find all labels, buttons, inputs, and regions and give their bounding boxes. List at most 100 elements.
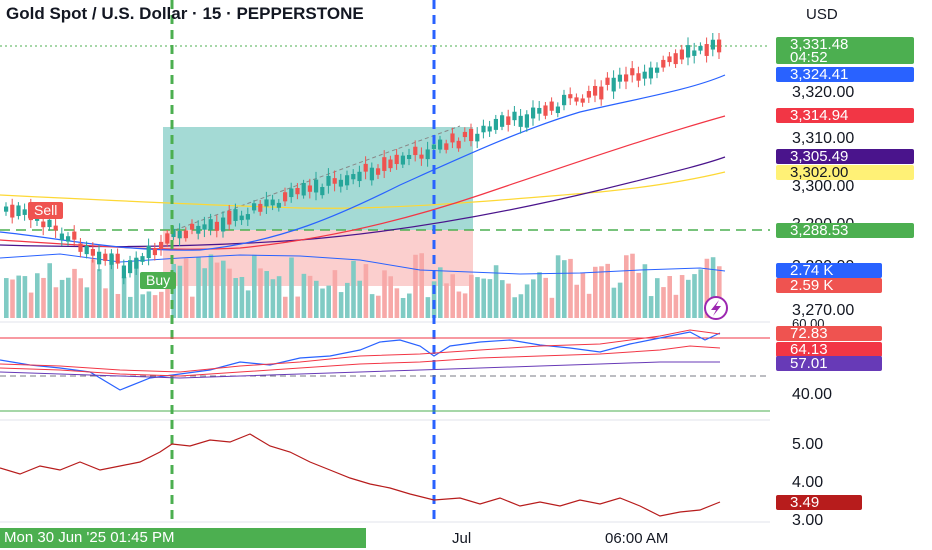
candle-body [717, 39, 722, 53]
candle-body [431, 144, 436, 150]
candle-body [549, 101, 554, 111]
candle-body [394, 154, 399, 165]
candle-body [202, 224, 207, 230]
volume-bar [369, 294, 375, 318]
volume-bar [636, 272, 641, 318]
volume-bar [562, 260, 567, 318]
candle-body [295, 187, 300, 195]
candle-body [562, 94, 567, 106]
volume-bar [28, 292, 34, 318]
candle-body [326, 175, 331, 186]
symbol-title[interactable]: Gold Spot / U.S. Dollar · 15 · PEPPERSTO… [6, 4, 364, 23]
volume-bar [276, 276, 282, 318]
candle-body [710, 39, 715, 50]
volume-bar [425, 297, 431, 318]
volume-bar [307, 275, 313, 318]
volume-bar [388, 276, 393, 318]
volume-bar [599, 266, 604, 318]
volume-bar [90, 259, 96, 318]
candle-body [121, 265, 126, 279]
volume-bar [146, 291, 152, 318]
currency-label[interactable]: USD [806, 6, 838, 23]
candle-body [264, 199, 269, 207]
sell-marker[interactable]: Sell [28, 202, 64, 219]
volume-bar [4, 278, 9, 318]
volume-bar [72, 268, 77, 318]
candle-body [425, 149, 430, 160]
volume-bar [301, 273, 307, 318]
rsi-ma-purple-line [0, 361, 720, 379]
volume-bar [177, 265, 183, 318]
rsi-ma-red-line [0, 345, 721, 377]
candle-body [289, 188, 294, 198]
candle-body [128, 260, 133, 274]
volume-bar [121, 276, 127, 318]
volume-bar [512, 297, 517, 318]
volume-bar [655, 278, 660, 318]
candle-body [97, 251, 102, 265]
candle-body [183, 230, 188, 239]
candle-body [450, 133, 455, 143]
candle-body [208, 219, 213, 230]
volume-bar [66, 277, 71, 318]
volume-bar [407, 293, 412, 318]
volume-bar [196, 257, 201, 318]
lower-scale-label: 4.00 [792, 474, 824, 491]
volume-bar [128, 296, 133, 318]
lower-indicator-line [0, 433, 721, 517]
candle-body [369, 167, 374, 181]
volume-bar [140, 294, 145, 318]
candle-body [388, 159, 393, 169]
volume-bar [469, 274, 474, 318]
candle-body [165, 233, 170, 244]
candle-body [115, 253, 120, 264]
volume-bar [450, 274, 455, 318]
volume-bar [580, 272, 586, 318]
bar-countdown: 04:52 [790, 49, 828, 66]
rsi-tag: 72.83 [776, 326, 882, 341]
volume-bar [357, 280, 362, 318]
volume-bar [258, 268, 263, 318]
volume-bar [47, 263, 52, 318]
volume-bar [624, 255, 629, 318]
candle-body [338, 179, 343, 187]
candle-body [159, 241, 164, 249]
candle-body [407, 154, 412, 160]
candle-body [301, 182, 306, 196]
volume-bars [4, 253, 722, 318]
candle-body [382, 157, 387, 171]
candle-body [537, 107, 542, 114]
ema-purple-line [0, 156, 726, 248]
volume-bar [35, 273, 40, 318]
volume-bar [438, 267, 443, 318]
candle-body [10, 204, 15, 218]
volume-bar [134, 258, 139, 318]
candle-body [475, 133, 480, 142]
volume-bar [345, 282, 350, 318]
ema-fast-tag: 3,324.41 [776, 67, 914, 82]
candle-body [636, 73, 641, 81]
candle-body [22, 209, 27, 215]
candle-body [655, 67, 660, 73]
candle-body [568, 94, 573, 99]
buy-marker[interactable]: Buy [140, 272, 177, 289]
volume-bar [295, 296, 300, 318]
volume-bar [103, 288, 108, 318]
lower-scale-label: 3.00 [792, 512, 824, 529]
candle-body [90, 249, 95, 256]
volume-bar [419, 253, 424, 318]
time-axis-label: Jul [452, 530, 472, 547]
long-position-profit-zone[interactable] [163, 127, 473, 230]
volume-bar [183, 258, 189, 318]
candle-body [413, 146, 418, 156]
candle-body [673, 53, 678, 65]
volume-bar [190, 296, 195, 318]
volume-bar [698, 269, 703, 318]
volume-bar [239, 276, 245, 318]
candle-body [140, 256, 145, 262]
candle-body [47, 219, 52, 228]
candle-body [78, 243, 83, 252]
volume-bar [165, 279, 170, 318]
candle-body [134, 257, 139, 269]
